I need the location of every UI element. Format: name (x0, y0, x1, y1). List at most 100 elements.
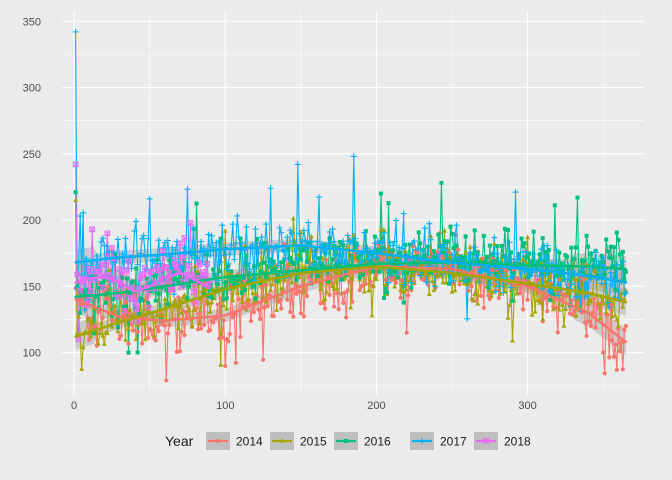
data-point-2014 (582, 320, 588, 325)
data-point-2015 (381, 227, 387, 232)
data-point-2015 (95, 340, 101, 346)
data-point-2016 (174, 278, 179, 283)
data-point-2016 (608, 244, 613, 249)
data-point-2015 (593, 268, 599, 273)
data-point-2014 (135, 329, 140, 334)
data-point-2014 (165, 331, 170, 336)
data-point-2014 (105, 284, 110, 289)
data-point-2014 (96, 309, 101, 314)
data-point-2016 (149, 289, 154, 294)
data-point-2014 (324, 257, 329, 262)
data-point-2017 (161, 239, 168, 246)
data-point-2016 (97, 285, 102, 290)
data-point-2016 (255, 237, 260, 242)
data-point-2014 (570, 312, 576, 317)
data-point-2016 (205, 252, 210, 257)
data-point-2018 (169, 285, 176, 292)
y-tick-label: 200 (23, 215, 41, 227)
data-point-2016 (351, 237, 356, 242)
data-point-2016 (221, 297, 226, 302)
data-point-2017 (131, 228, 138, 235)
data-point-2015 (104, 330, 110, 336)
data-point-2014 (221, 318, 226, 323)
data-point-2016 (484, 254, 489, 259)
data-point-2018 (140, 271, 147, 277)
data-point-2015 (620, 304, 626, 309)
data-point-2016 (244, 254, 249, 259)
data-point-2016 (123, 304, 128, 309)
data-point-2017 (524, 274, 531, 281)
data-point-2016 (211, 267, 216, 272)
data-point-2016 (531, 229, 536, 234)
data-point-2017 (495, 283, 502, 290)
data-point-2014 (457, 282, 462, 287)
data-point-2016 (93, 294, 98, 299)
data-point-2015 (230, 297, 236, 303)
legend-key-marker-2017 (419, 438, 425, 444)
data-point-2016 (380, 245, 385, 250)
data-point-2017 (349, 239, 356, 246)
data-point-2015 (150, 313, 156, 319)
data-point-2017 (266, 258, 273, 265)
data-point-2017 (421, 225, 428, 232)
data-point-2016 (375, 248, 380, 253)
data-point-2014 (350, 299, 355, 304)
x-tick-label: 300 (518, 400, 536, 412)
data-point-2015 (133, 336, 139, 341)
data-point-2018 (164, 278, 171, 285)
data-point-2016 (605, 249, 610, 254)
data-point-2014 (342, 290, 347, 295)
data-point-2018 (77, 287, 83, 294)
data-point-2016 (519, 236, 524, 241)
data-point-2016 (162, 278, 167, 283)
data-point-2015 (286, 261, 292, 266)
data-point-2015 (371, 282, 376, 288)
data-point-2017 (223, 266, 230, 273)
data-point-2017 (291, 248, 298, 255)
data-point-2016 (468, 265, 473, 270)
data-point-2014 (617, 349, 622, 354)
data-point-2017 (603, 280, 610, 287)
data-point-2016 (611, 245, 616, 250)
data-point-2016 (186, 284, 191, 289)
data-point-2016 (360, 272, 365, 277)
data-point-2016 (236, 277, 241, 282)
data-point-2017 (542, 271, 549, 278)
data-point-2018 (190, 289, 197, 295)
data-point-2016 (425, 244, 430, 249)
data-point-2017 (93, 253, 100, 260)
data-point-2017 (498, 269, 505, 276)
data-point-2015 (612, 312, 618, 318)
data-point-2015 (177, 297, 183, 303)
data-point-2014 (341, 300, 346, 306)
data-point-2014 (130, 328, 136, 333)
data-point-2014 (155, 324, 160, 329)
data-point-2017 (300, 227, 307, 234)
data-point-2016 (573, 245, 578, 250)
data-point-2014 (238, 334, 243, 340)
data-point-2016 (103, 300, 108, 305)
data-point-2016 (583, 258, 588, 263)
data-point-2017 (491, 234, 498, 241)
data-point-2016 (73, 190, 78, 195)
legend-key-marker-2014 (215, 438, 221, 444)
data-point-2015 (151, 332, 157, 338)
x-tick-label: 100 (216, 400, 234, 412)
data-point-2017 (399, 245, 406, 252)
data-point-2015 (449, 288, 455, 294)
data-point-2015 (559, 301, 565, 307)
data-point-2017 (155, 237, 162, 244)
data-point-2016 (575, 195, 580, 200)
data-point-2016 (604, 237, 609, 242)
data-point-2015 (348, 304, 354, 310)
data-point-2016 (134, 266, 139, 271)
data-point-2017 (450, 277, 457, 284)
data-point-2017 (133, 218, 140, 225)
data-point-2014 (306, 274, 311, 279)
data-point-2015 (228, 270, 234, 276)
data-point-2014 (183, 310, 189, 315)
data-point-2015 (510, 337, 515, 343)
data-point-2015 (572, 275, 577, 281)
data-point-2018 (202, 272, 209, 278)
data-point-2017 (610, 273, 617, 280)
